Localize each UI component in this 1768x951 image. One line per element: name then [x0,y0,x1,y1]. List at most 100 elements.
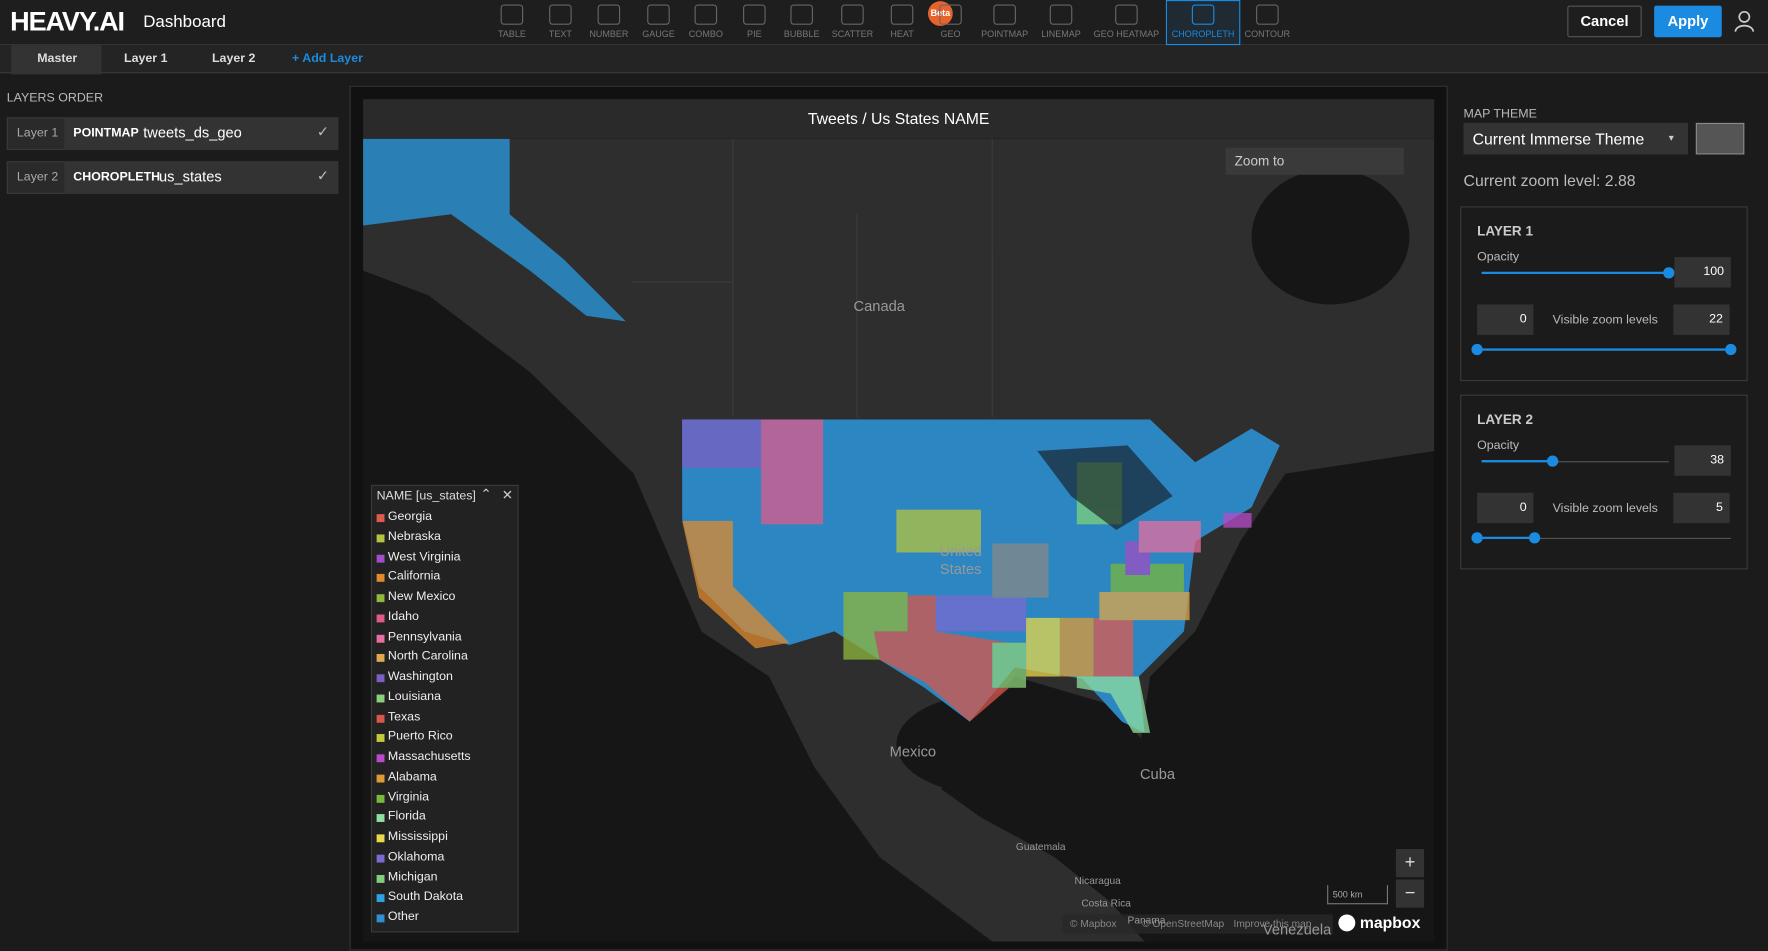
zoom-handle[interactable] [1471,343,1483,356]
legend-label[interactable]: Puerto Rico [387,729,453,744]
tool-icon[interactable] [1115,4,1138,25]
slider-handle[interactable] [1663,267,1675,279]
slider-handle[interactable] [1547,455,1559,467]
user-icon[interactable] [1734,10,1755,33]
tool-icon[interactable] [890,4,914,25]
tool-icon[interactable] [694,4,718,25]
legend-swatch [376,654,385,663]
legend-label[interactable]: Nebraska [387,529,441,544]
legend-swatch [376,854,385,863]
slider-track [1481,461,1669,463]
tab-bar [0,45,1768,74]
zoom-handle[interactable] [1471,532,1483,544]
tool-label[interactable]: CONTOUR [1244,29,1291,40]
legend-label[interactable]: Oklahoma [387,849,445,864]
theme-select[interactable]: Current Immerse Theme [1463,122,1688,155]
legend-label[interactable]: California [387,569,441,584]
tab[interactable]: Layer 1 [124,51,168,66]
attribution-link[interactable]: © Mapbox [1070,917,1117,930]
opacity-input[interactable]: 100 [1674,257,1731,288]
tool-label[interactable]: NUMBER [589,29,629,40]
map-label: United States [939,542,982,578]
tool-icon[interactable] [1191,4,1215,25]
tool-label[interactable]: CHOROPLETH [1171,29,1235,40]
legend-label[interactable]: Other [387,909,419,924]
zoom-handle[interactable] [1529,532,1541,544]
tool-label[interactable]: GEO [940,29,961,40]
tool-label[interactable]: POINTMAP [981,29,1029,40]
tool-label[interactable]: TABLE [497,29,526,40]
tab-active-bg [11,45,102,75]
tool-icon[interactable] [647,4,670,25]
legend-label[interactable]: Massachusetts [387,749,471,764]
legend-label[interactable]: West Virginia [387,549,461,564]
zoom-max-input[interactable]: 5 [1673,492,1730,524]
map-label: Cuba [1139,765,1175,783]
legend-swatch [376,814,385,823]
tool-label[interactable]: COMBO [688,29,723,40]
legend-label[interactable]: New Mexico [387,589,456,604]
slider-fill [1481,271,1669,274]
legend-label[interactable]: Virginia [387,789,430,804]
tool-icon[interactable] [939,4,962,25]
tool-icon[interactable] [597,4,621,25]
theme-label: MAP THEME [1463,107,1537,121]
zoom-to-input[interactable]: Zoom to [1225,147,1404,175]
opacity-input[interactable]: 38 [1674,445,1731,476]
tab[interactable]: Master [37,51,78,66]
tool-label[interactable]: HEAT [890,29,914,40]
tool-label[interactable]: SCATTER [831,29,874,40]
tab[interactable]: Layer 2 [211,51,256,66]
active-tool [1165,0,1241,46]
legend-label[interactable]: Mississippi [387,829,448,844]
legend-label[interactable]: Michigan [387,869,438,884]
legend-label[interactable]: Alabama [387,769,437,784]
tab[interactable]: + Add Layer [292,51,363,66]
tool-icon[interactable] [841,4,864,25]
legend-label[interactable]: Pennsylvania [387,629,462,644]
legend-label[interactable]: Louisiana [387,689,441,704]
brand: mapbox [1359,913,1421,932]
legend-close[interactable]: ✕ [501,487,514,503]
tool-icon[interactable] [1049,4,1073,25]
tool-label[interactable]: LINEMAP [1041,29,1081,40]
legend-label[interactable]: North Carolina [387,649,468,664]
legend-label[interactable]: Florida [387,809,426,824]
tool-label[interactable]: GEO HEATMAP [1093,29,1160,40]
legend-label[interactable]: Georgia [387,509,433,524]
zoom-min-input[interactable]: 0 [1477,304,1534,335]
header [0,0,1768,46]
legend-label[interactable]: Idaho [387,609,419,624]
tool-icon[interactable] [1256,4,1279,25]
layer-source: tweets_ds_geo [143,124,242,141]
zoom-out[interactable]: − [1395,879,1425,908]
tool-icon[interactable] [790,4,813,25]
zoom-in[interactable]: + [1395,849,1425,878]
map[interactable] [363,138,1435,942]
tool-label[interactable]: BUBBLE [783,29,820,40]
legend-label[interactable]: Texas [387,709,421,724]
legend-swatch [376,674,385,683]
apply-button[interactable]: Apply [1654,5,1722,38]
tool-icon[interactable] [500,4,524,25]
zoom-min-input[interactable]: 0 [1477,492,1534,524]
attribution-link[interactable]: Improve this map [1233,917,1312,930]
cancel-button[interactable]: Cancel [1567,5,1642,38]
logo[interactable]: HEAVY.AI [10,6,125,38]
tool-label[interactable]: TEXT [548,29,572,40]
layer-check: ✓ [316,166,330,184]
theme-thumbnail[interactable] [1695,122,1745,155]
legend-label[interactable]: Washington [387,669,453,684]
zoom-max-input[interactable]: 22 [1673,304,1730,335]
zoom-level: Current zoom level: 2.88 [1463,171,1636,190]
legend-collapse[interactable]: ⌃ [480,485,492,502]
tool-icon[interactable] [549,4,572,25]
tool-label[interactable]: GAUGE [642,29,675,40]
tool-icon[interactable] [743,4,766,25]
tool-icon[interactable] [993,4,1016,25]
tool-label[interactable]: PIE [747,29,762,40]
legend-label[interactable]: South Dakota [387,889,464,904]
dropdown-caret: ▾ [1668,131,1674,144]
attribution-link[interactable]: © OpenStreetMap [1142,917,1225,930]
zoom-handle[interactable] [1725,343,1737,356]
